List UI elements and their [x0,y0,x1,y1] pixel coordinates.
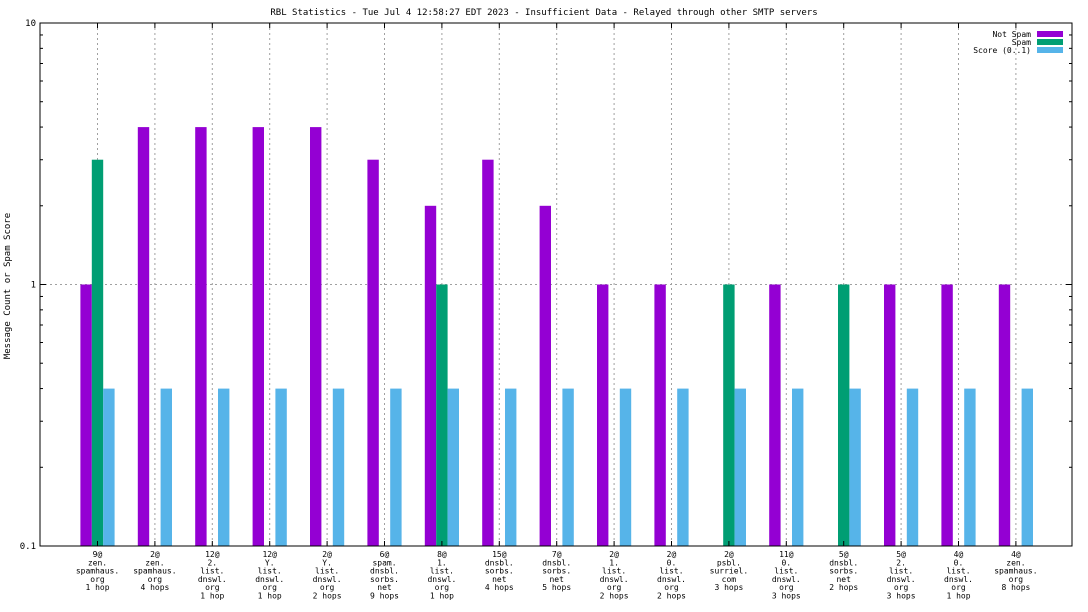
x-tick-label: 7@ dnsbl. sorbs. net 5 hops [542,550,571,592]
bar [619,388,632,546]
x-tick-label: 12@ Y. list. dnswl. org 1 hop [255,550,284,601]
bar [677,388,689,546]
y-tick-label: 1 [31,281,36,291]
bar [562,388,574,546]
bar [252,127,264,546]
bar [734,388,746,546]
x-tick-label: 4@ 0. list. dnswl. org 1 hop [944,550,973,601]
grid-lines [40,23,1072,546]
bar [998,284,1011,546]
bar [332,388,345,546]
legend-swatch [1037,39,1063,45]
chart-title: RBL Statistics - Tue Jul 4 12:58:27 EDT … [270,8,817,18]
x-tick-label: 12@ 2. list. dnswl. org 1 hop [198,550,227,601]
bar [482,159,494,546]
bar [367,159,379,546]
y-tick-label: 10 [25,19,36,29]
y-axis-label: Message Count or Spam Score [3,213,13,359]
bars [80,127,1033,547]
x-tick-label: 15@ dnsbl. sorbs. net 4 hops [485,550,514,592]
bar [654,284,666,546]
x-tick-label: 4@ zen. spamhaus. org 8 hops [994,550,1037,592]
bar [597,284,609,546]
x-tick-label: 2@ 1. list. dnswl. org 2 hops [600,550,629,601]
bar [160,388,172,546]
x-tick-label: 2@ 0. list. dnswl. org 2 hops [657,550,686,601]
x-tick-label: 2@ Y. list. dnswl. org 2 hops [313,550,342,601]
bar [137,127,150,546]
bar [195,127,207,546]
legend-swatch [1037,47,1063,53]
bar [849,388,861,546]
x-tick-label: 11@ 0. list. dnswl. org 3 hops [772,550,801,601]
x-tick-label: 9@ zen. spamhaus. org 1 hop [76,550,119,592]
bar [505,388,517,546]
x-tick-label: 6@ spam. dnsbl. sorbs. net 9 hops [370,550,399,601]
x-tick-label: 2@ zen. spamhaus. org 4 hops [133,550,176,592]
bar [103,388,115,546]
bar [838,284,850,546]
bar [539,205,551,547]
bar [275,388,287,546]
bar [769,284,781,546]
bar [436,284,448,546]
bar [424,205,437,547]
legend-swatch [1037,31,1063,37]
bar [80,284,92,546]
bar [390,388,402,546]
x-tick-label: 2@ psbl. surriel. com 3 hops [710,550,749,592]
bar [884,284,896,546]
bar [792,388,804,546]
legend-label: Spam [1012,38,1031,47]
bar [447,388,459,546]
legend-label: Score (0..1) [973,46,1031,55]
y-tick-label: 0.1 [20,542,36,552]
bar [310,127,322,546]
bar [723,284,735,546]
x-tick-label: 5@ dnsbl. sorbs. net 2 hops [829,550,858,592]
bar [218,388,230,546]
bar [964,388,976,546]
legend-label: Not Spam [992,30,1031,39]
x-tick-label: 8@ 1. list. dnswl. org 1 hop [427,550,456,601]
bar [906,388,919,546]
bar [1021,388,1033,546]
axis-ticks: 0.1 1 10 9@ zen. spamhaus. org 1 hop 2@ zen. spamh… [20,19,1072,601]
bar [941,284,953,546]
bar [91,159,104,546]
x-tick-label: 5@ 2. list. dnswl. org 3 hops [887,550,916,601]
